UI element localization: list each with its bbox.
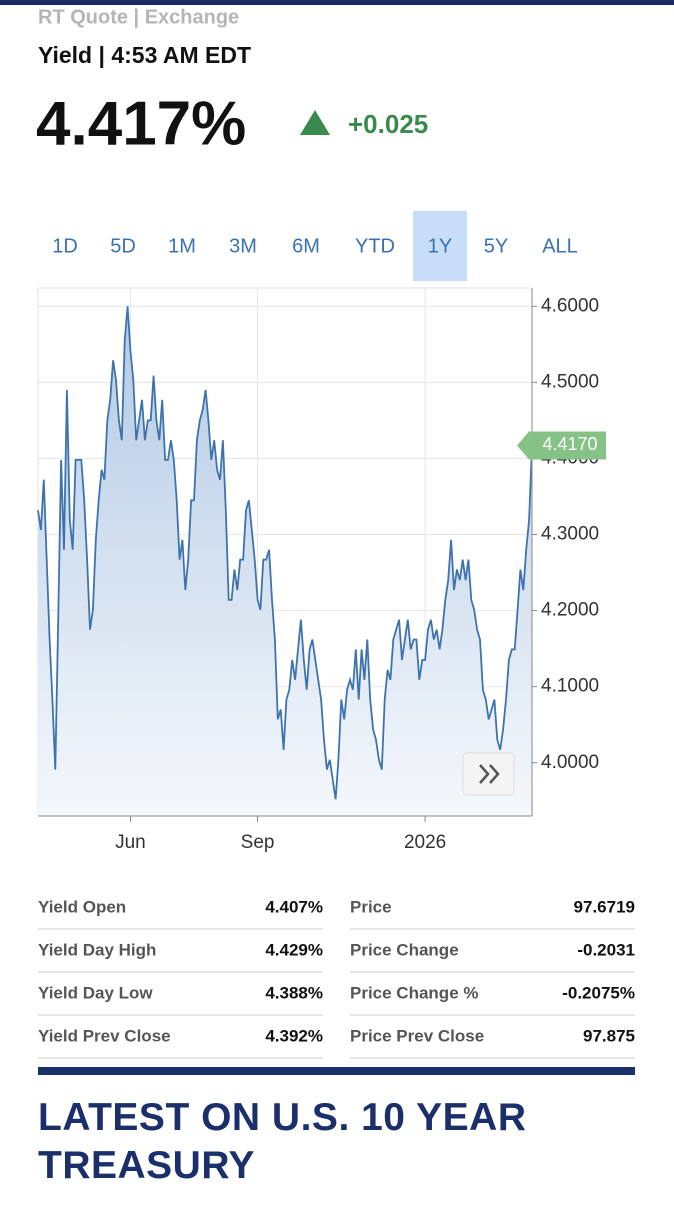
subtitle: Yield | 4:53 AM EDT: [38, 42, 251, 68]
chart: 4.00004.10004.20004.30004.40004.50004.60…: [37, 287, 606, 853]
stat-label: Price Change %: [350, 983, 479, 1002]
yield-line: [37, 306, 533, 800]
top-bar: [0, 0, 674, 5]
area-fill: [38, 306, 532, 816]
range-tab[interactable]: 3M: [229, 235, 257, 257]
x-tick-label: Sep: [241, 832, 275, 853]
tab-selected[interactable]: [413, 211, 467, 281]
stat-label: Yield Day Low: [38, 983, 153, 1002]
up-arrow: [300, 110, 330, 135]
stat-label: Yield Open: [38, 897, 126, 916]
x-tick-label: Jun: [115, 832, 146, 853]
stat-value: 4.388%: [265, 983, 323, 1002]
last-value-label: 4.4170: [542, 434, 597, 454]
section-rule: [38, 1067, 635, 1075]
stat-value: 4.429%: [265, 940, 323, 959]
stat-label: Price Prev Close: [350, 1026, 484, 1045]
stat-label: Price Change: [350, 940, 459, 959]
stat-label: Yield Prev Close: [38, 1026, 171, 1045]
y-tick-label: 4.2000: [541, 600, 599, 621]
range-tab[interactable]: 6M: [292, 235, 320, 257]
source: RT Quote | Exchange: [38, 6, 239, 28]
stat-value: -0.2031: [577, 940, 635, 959]
expand-icon: [479, 764, 500, 784]
stat-value: 97.6719: [574, 897, 635, 916]
y-tick-label: 4.1000: [541, 676, 599, 697]
stat-label: Price: [350, 897, 392, 916]
stats-table: Yield Open 4.407% Price 97.6719 Yield Day Hi…: [38, 897, 635, 1059]
y-tick-label: 4.0000: [541, 752, 599, 773]
y-tick-label: 4.5000: [541, 371, 599, 392]
range-tab[interactable]: 1Y: [428, 235, 452, 257]
change: +0.025: [348, 109, 428, 139]
range-tab[interactable]: ALL: [542, 235, 578, 257]
last-value-flag: [517, 431, 606, 460]
x-tick-label: 2026: [404, 832, 446, 853]
range-tab[interactable]: 1D: [52, 235, 78, 257]
section-title: LATEST ON U.S. 10 YEAR TREASURY: [38, 1096, 527, 1187]
stat-value: 4.392%: [265, 1026, 323, 1045]
price: 4.417%: [36, 89, 246, 158]
stat-value: -0.2075%: [562, 983, 635, 1002]
range-tab[interactable]: 1M: [168, 235, 196, 257]
y-tick-label: 4.6000: [541, 295, 599, 316]
y-tick-label: 4.3000: [541, 524, 599, 545]
stat-value: 4.407%: [265, 897, 323, 916]
stat-value: 97.875: [583, 1026, 635, 1045]
range-tab[interactable]: 5D: [110, 235, 136, 257]
range-tab[interactable]: YTD: [355, 235, 395, 257]
expand-button[interactable]: [462, 752, 515, 796]
stat-label: Yield Day High: [38, 940, 156, 959]
range-tabs: 1D 5D 1M 3M 6M YTD 1Y 5Y ALL: [52, 211, 578, 281]
range-tab[interactable]: 5Y: [484, 235, 508, 257]
